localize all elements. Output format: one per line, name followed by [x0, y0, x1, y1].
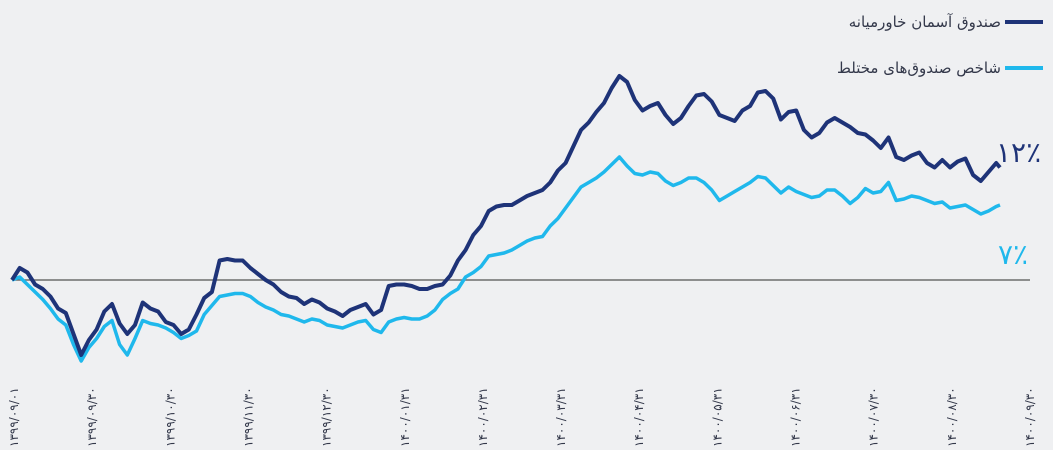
legend-label-series1: صندوق آسمان خاورمیانه	[848, 13, 1001, 31]
x-tick-label: ۱۳۹۹/۱۰/۳۰	[163, 387, 177, 447]
x-tick-label: ۱۳۹۹/۱۲/۳۰	[320, 387, 334, 447]
series-layer	[10, 74, 1002, 363]
x-tick-label: ۱۴۰۰/۰۲/۳۱	[476, 387, 490, 447]
x-tick-label: ۱۴۰۰/۰۶/۳۱	[789, 387, 803, 447]
x-tick-label: ۱۴۰۰/۰۱/۳۱	[398, 387, 412, 447]
x-tick-label: ۱۴۰۰/۰۵/۳۱	[710, 387, 724, 447]
end-label-series1: ۱۲٪	[996, 136, 1042, 169]
legend-label-series2: شاخص صندوق‌های مختلط	[836, 59, 1001, 77]
legend-item-series1: صندوق آسمان خاورمیانه	[849, 13, 1043, 31]
x-tick-label: ۱۳۹۹/۱۱/۳۰	[241, 387, 255, 447]
x-tick-label: ۱۳۹۹/۰۹/۳۰	[85, 387, 99, 447]
x-tick-label: ۱۴۰۰/۰۴/۳۱	[632, 387, 646, 447]
legend-swatch-series2	[1005, 66, 1043, 70]
x-tick-label: ۱۴۰۰/۰۹/۳۰	[1023, 387, 1037, 447]
x-tick-label: ۱۴۰۰/۰۷/۳۰	[867, 387, 881, 447]
end-label-series2: ۷٪	[998, 238, 1029, 271]
series-line-2	[11, 155, 1001, 363]
series-line-1	[10, 74, 1002, 357]
x-tick-label: ۱۴۰۰/۰۸/۳۰	[945, 387, 959, 447]
x-tick-label: ۱۴۰۰/۰۳/۳۱	[554, 387, 568, 447]
legend-item-series2: شاخص صندوق‌های مختلط	[837, 59, 1043, 77]
x-tick-labels: ۱۳۹۹/۰۹/۰۱ ۱۳۹۹/۰۹/۳۰ ۱۳۹۹/۱۰/۳۰ ۱۳۹۹/۱۱/۳۰…	[7, 387, 1037, 447]
x-tick-label: ۱۳۹۹/۰۹/۰۱	[7, 387, 21, 447]
legend-swatch-series1	[1005, 20, 1043, 24]
